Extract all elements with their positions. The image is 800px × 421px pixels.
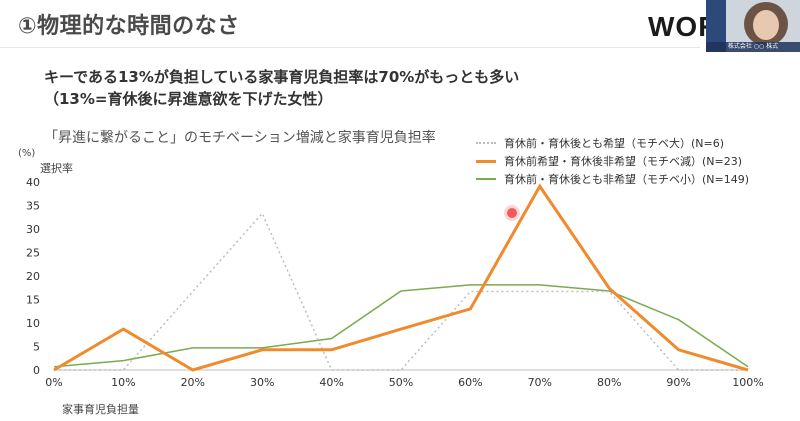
title-divider: [0, 47, 700, 48]
x-tick-label: 30%: [250, 376, 274, 389]
y-tick-label: 25: [26, 247, 40, 260]
y-tick-label: 40: [26, 176, 40, 189]
presenter-face: [753, 10, 779, 40]
x-tick-label: 10%: [111, 376, 135, 389]
legend-swatch-orange: [476, 159, 496, 163]
legend-item-motive-low: 育休前・育休後とも非希望（モチベ小）(N=149): [476, 170, 749, 188]
chart-title: 「昇進に繋がること」のモチベーション増減と家事育児負担率: [44, 130, 436, 146]
x-tick-label: 90%: [666, 376, 690, 389]
legend-swatch-dotted: [476, 142, 496, 144]
headline-line-2: （13%=育休後に昇進意欲を下げた女性）: [44, 90, 333, 108]
x-tick-label: 50%: [389, 376, 413, 389]
legend-item-motive-high: 育休前・育休後とも希望（モチベ大）(N=6): [476, 134, 749, 152]
y-tick-label: 15: [26, 294, 40, 307]
headline-line-1: キーである13%が負担している家事育児負担率は70%がもっとも多い: [44, 68, 520, 86]
x-tick-label: 100%: [732, 376, 763, 389]
slide-header: ①物理的な時間のなさ WOR: [0, 0, 800, 48]
headline: キーである13%が負担している家事育児負担率は70%がもっとも多い （13%=育…: [44, 66, 519, 110]
y-tick-label: 30: [26, 223, 40, 236]
presenter-video-thumbnail[interactable]: 株式会社 ○○ 株式: [706, 0, 800, 52]
legend-swatch-green: [476, 178, 496, 180]
presenter-caption: 株式会社 ○○ 株式: [706, 42, 800, 52]
y-tick-label: 10: [26, 317, 40, 330]
series-line-1: [53, 183, 749, 372]
legend-label: 育休前希望・育休後非希望（モチベ減）(N=23): [504, 155, 743, 168]
y-tick-label: 20: [26, 270, 40, 283]
x-tick-label: 20%: [181, 376, 205, 389]
legend-label: 育休前・育休後とも希望（モチベ大）(N=6): [504, 137, 725, 150]
x-tick-label: 70%: [528, 376, 552, 389]
slide-title: ①物理的な時間のなさ: [18, 14, 240, 39]
x-tick-label: 40%: [319, 376, 343, 389]
y-tick-label: 35: [26, 200, 40, 213]
presenter-background: [706, 0, 726, 52]
y-axis-unit: (%): [18, 148, 36, 159]
chart-legend: 育休前・育休後とも希望（モチベ大）(N=6) 育休前希望・育休後非希望（モチベ減…: [476, 134, 749, 188]
laser-pointer-icon: [507, 208, 517, 218]
x-axis-label: 家事育児負担量: [62, 403, 139, 416]
x-tick-label: 0%: [45, 376, 62, 389]
y-tick-label: 5: [33, 341, 40, 354]
y-axis-label: 選択率: [40, 162, 73, 175]
legend-label: 育休前・育休後とも非希望（モチベ小）(N=149): [504, 173, 750, 186]
series-line-2: [53, 284, 749, 368]
legend-item-motive-decrease: 育休前希望・育休後非希望（モチベ減）(N=23): [476, 152, 749, 170]
y-tick-label: 0: [33, 364, 40, 377]
x-tick-label: 80%: [597, 376, 621, 389]
x-tick-label: 60%: [458, 376, 482, 389]
